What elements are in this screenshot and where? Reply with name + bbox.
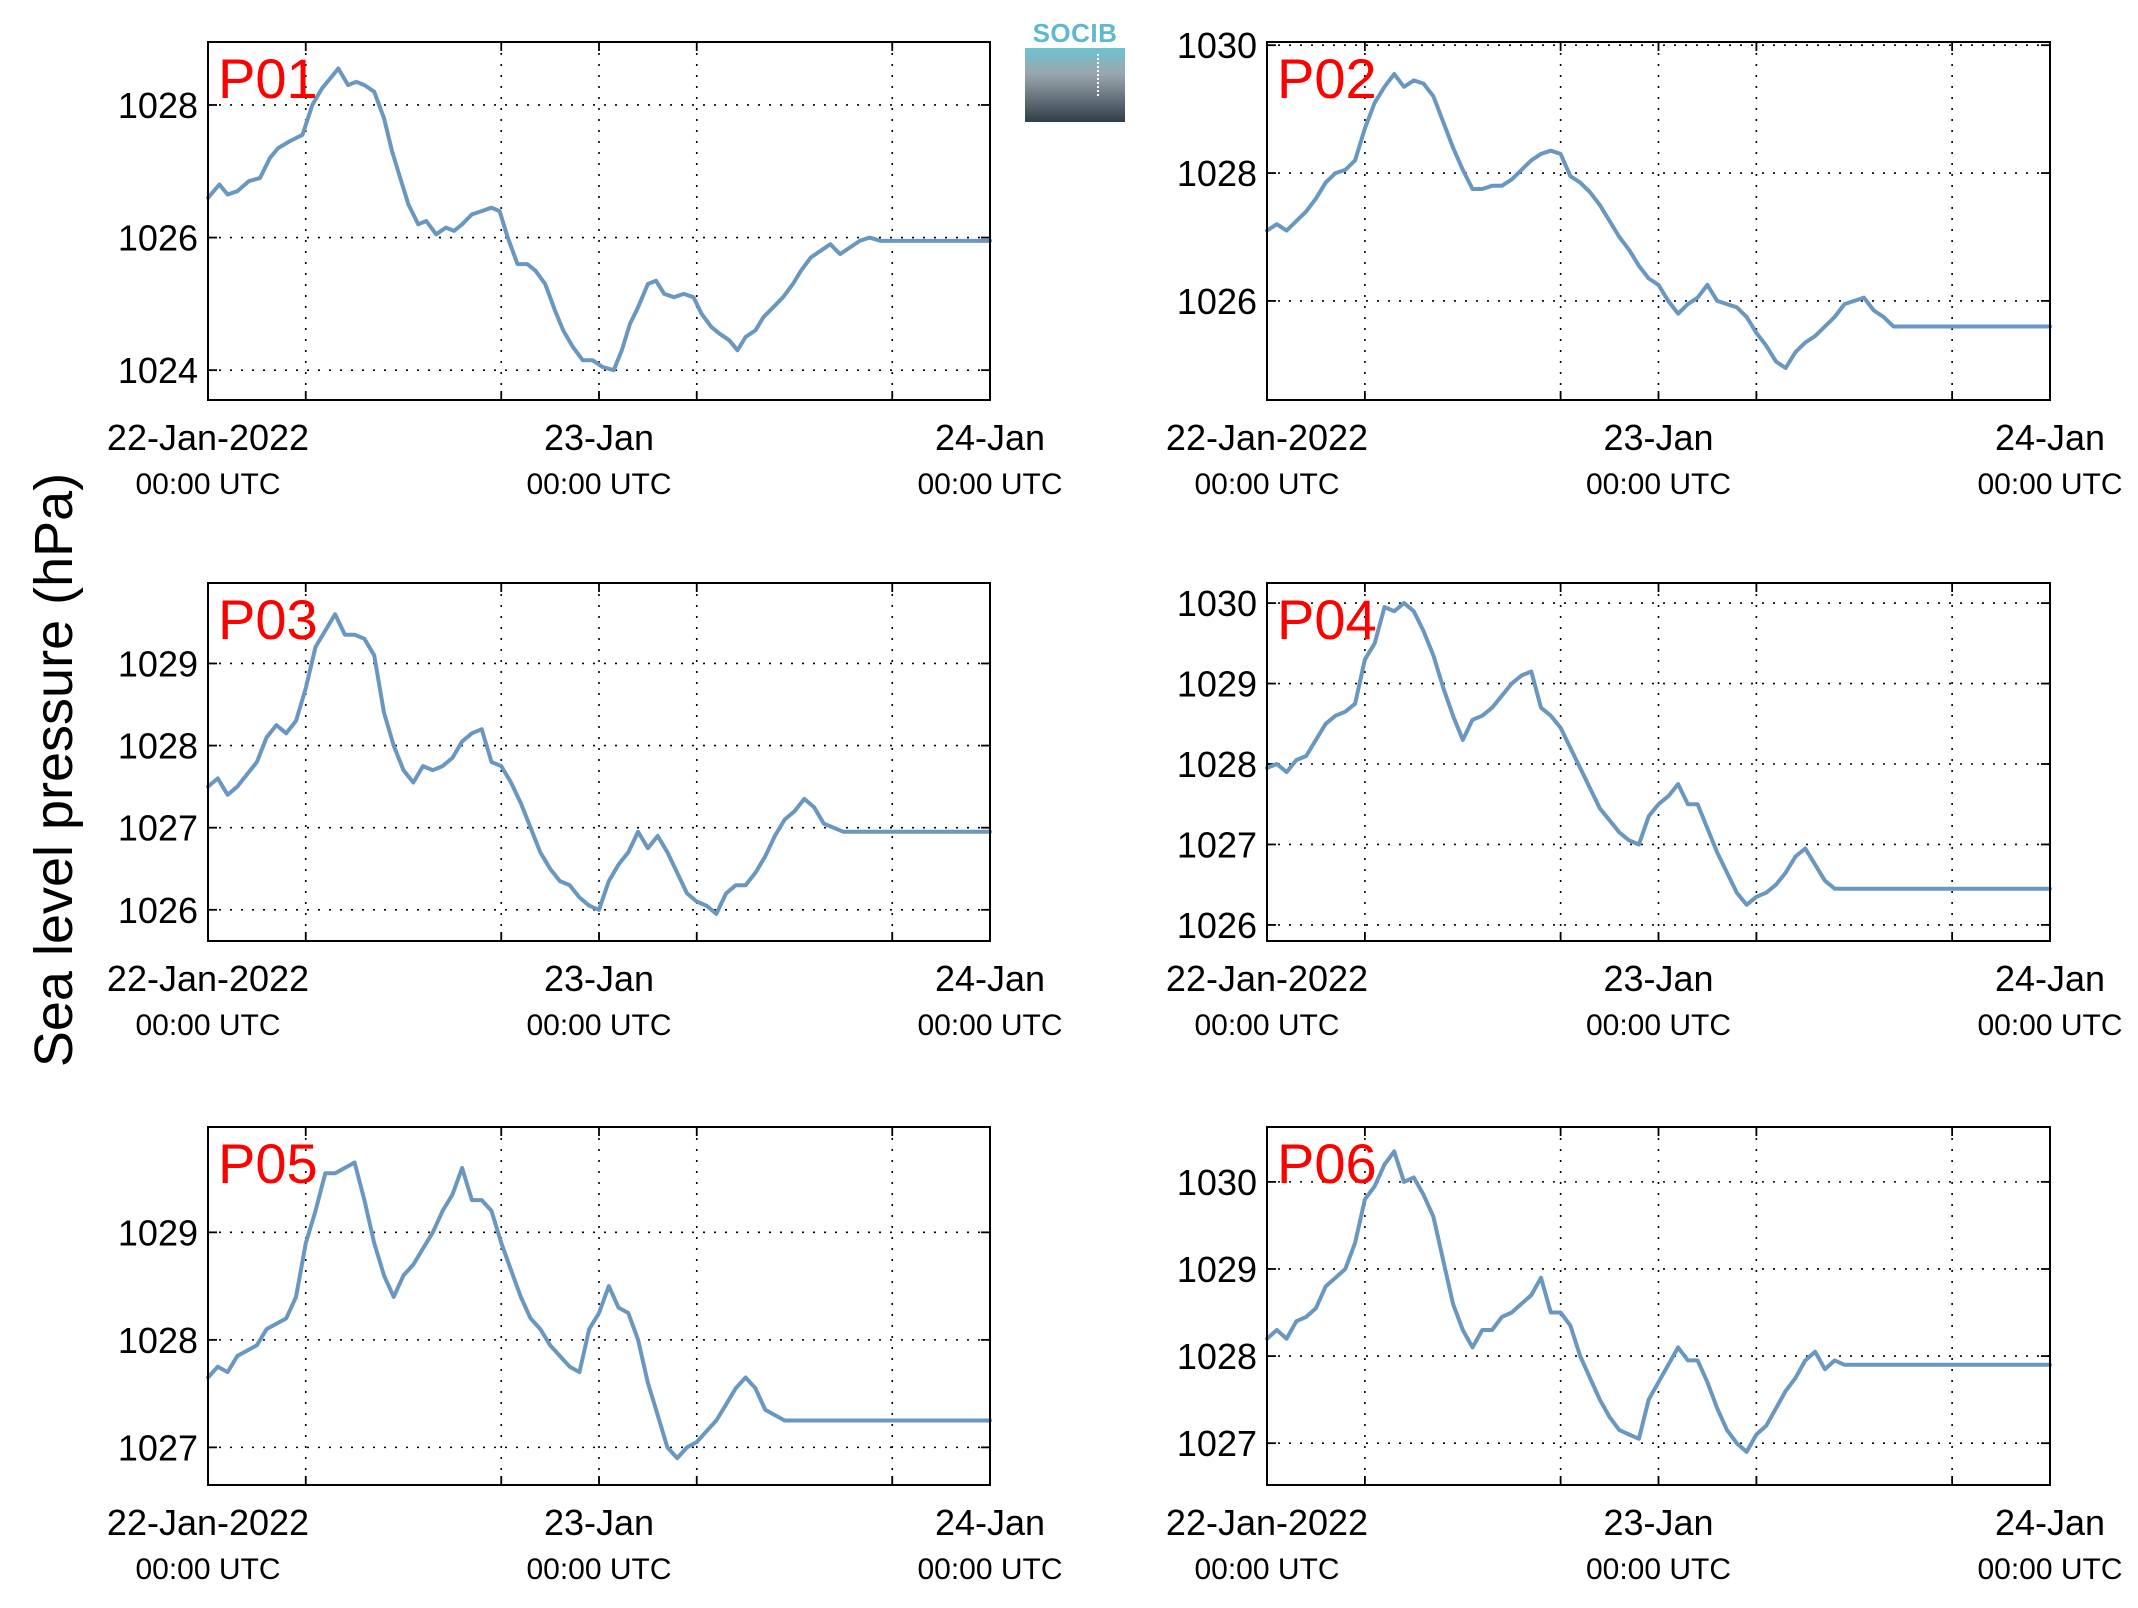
x-tick-sublabel: 00:00 UTC xyxy=(526,1009,671,1042)
y-tick-label: 1029 xyxy=(1177,664,1257,705)
series-line xyxy=(206,66,992,373)
panel-p02: 1026 1028 1030 22-Jan-2022 00:00 UTC 23-Jan 00… xyxy=(1166,25,2123,501)
y-tick-label: 1029 xyxy=(1177,1249,1257,1290)
panel-label: P01 xyxy=(218,47,318,110)
x-tick-label: 23-Jan xyxy=(544,958,654,999)
y-tick-label: 1024 xyxy=(118,350,198,391)
x-tick-sublabel: 00:00 UTC xyxy=(1977,1009,2122,1042)
x-tick-label: 24-Jan xyxy=(1995,1502,2105,1543)
x-tick-sublabel: 00:00 UTC xyxy=(1194,468,1339,501)
panel-p04: 1026 1027 1028 1029 1030 22-Jan-2022 00:00 UTC… xyxy=(1166,582,2123,1042)
logo-text: SOCIB xyxy=(1032,18,1118,48)
x-tick-sublabel: 00:00 UTC xyxy=(1586,1553,1731,1586)
y-tick-label: 1028 xyxy=(1177,153,1257,194)
plot-frame xyxy=(1266,1126,2051,1486)
y-tick-label: 1028 xyxy=(118,85,198,126)
panel-label: P05 xyxy=(218,1132,318,1195)
plot-frame xyxy=(1266,41,2051,401)
series-line xyxy=(1265,601,2052,907)
panel-p03: 1026 1027 1028 1029 22-Jan-2022 00:00 UTC 23-J… xyxy=(107,582,1063,1042)
y-tick-label: 1030 xyxy=(1177,1162,1257,1203)
y-tick-label: 1030 xyxy=(1177,25,1257,66)
x-tick-sublabel: 00:00 UTC xyxy=(1194,1553,1339,1586)
y-tick-label: 1028 xyxy=(1177,1336,1257,1377)
x-tick-label: 23-Jan xyxy=(1603,958,1713,999)
panel-label: P03 xyxy=(218,588,318,651)
logo-dots xyxy=(1097,54,1099,96)
x-tick-label: 23-Jan xyxy=(544,1502,654,1543)
x-tick-label: 24-Jan xyxy=(935,417,1045,458)
x-tick-label: 23-Jan xyxy=(544,417,654,458)
y-tick-label: 1029 xyxy=(118,643,198,684)
y-tick-label: 1026 xyxy=(118,218,198,259)
series-line xyxy=(1265,72,2052,370)
series-line xyxy=(206,612,992,916)
x-tick-sublabel: 00:00 UTC xyxy=(526,468,671,501)
x-tick-label: 24-Jan xyxy=(1995,958,2105,999)
plot-frame xyxy=(207,582,991,942)
x-tick-sublabel: 00:00 UTC xyxy=(917,1553,1062,1586)
x-tick-sublabel: 00:00 UTC xyxy=(1977,468,2122,501)
x-tick-sublabel: 00:00 UTC xyxy=(526,1553,671,1586)
y-tick-label: 1026 xyxy=(1177,905,1257,946)
x-tick-sublabel: 00:00 UTC xyxy=(1194,1009,1339,1042)
x-tick-sublabel: 00:00 UTC xyxy=(1586,468,1731,501)
y-tick-label: 1026 xyxy=(118,890,198,931)
y-axis-label: Sea level pressure (hPa) xyxy=(24,473,84,1067)
plot-frame xyxy=(207,41,991,401)
series-line xyxy=(206,1160,992,1461)
x-tick-label: 22-Jan-2022 xyxy=(107,958,309,999)
logo-image xyxy=(1025,48,1125,122)
x-tick-label: 24-Jan xyxy=(935,1502,1045,1543)
y-tick-label: 1027 xyxy=(118,808,198,849)
x-tick-sublabel: 00:00 UTC xyxy=(1586,1009,1731,1042)
x-tick-label: 22-Jan-2022 xyxy=(107,417,309,458)
x-tick-label: 22-Jan-2022 xyxy=(1166,958,1368,999)
y-tick-label: 1027 xyxy=(1177,824,1257,865)
panel-p06: 1027 1028 1029 1030 22-Jan-2022 00:00 UTC 23-J… xyxy=(1166,1126,2123,1586)
y-tick-label: 1028 xyxy=(118,726,198,767)
series-line xyxy=(1265,1149,2052,1454)
y-tick-label: 1026 xyxy=(1177,281,1257,322)
panel-label: P06 xyxy=(1277,1132,1377,1195)
x-tick-label: 22-Jan-2022 xyxy=(1166,417,1368,458)
y-tick-label: 1030 xyxy=(1177,583,1257,624)
x-tick-sublabel: 00:00 UTC xyxy=(135,1553,280,1586)
x-tick-sublabel: 00:00 UTC xyxy=(135,1009,280,1042)
x-tick-label: 24-Jan xyxy=(935,958,1045,999)
y-tick-label: 1027 xyxy=(118,1427,198,1468)
panels: 1024 1026 1028 22-Jan-2022 00:00 UTC 23-Jan 00… xyxy=(107,25,2123,1586)
x-tick-sublabel: 00:00 UTC xyxy=(135,468,280,501)
panel-label: P02 xyxy=(1277,47,1377,110)
x-tick-label: 22-Jan-2022 xyxy=(107,1502,309,1543)
panel-p01: 1024 1026 1028 22-Jan-2022 00:00 UTC 23-Jan 00… xyxy=(107,41,1063,501)
x-tick-sublabel: 00:00 UTC xyxy=(917,1009,1062,1042)
y-tick-label: 1029 xyxy=(118,1212,198,1253)
x-tick-label: 23-Jan xyxy=(1603,417,1713,458)
y-tick-label: 1028 xyxy=(1177,744,1257,785)
plot-frame xyxy=(1266,582,2051,942)
x-tick-sublabel: 00:00 UTC xyxy=(917,468,1062,501)
plot-frame xyxy=(207,1126,991,1486)
socib-logo: SOCIB xyxy=(1025,18,1125,122)
x-tick-label: 22-Jan-2022 xyxy=(1166,1502,1368,1543)
y-tick-label: 1027 xyxy=(1177,1423,1257,1464)
x-tick-label: 23-Jan xyxy=(1603,1502,1713,1543)
x-tick-sublabel: 00:00 UTC xyxy=(1977,1553,2122,1586)
y-tick-label: 1028 xyxy=(118,1320,198,1361)
x-tick-label: 24-Jan xyxy=(1995,417,2105,458)
panel-label: P04 xyxy=(1277,588,1377,651)
panel-p05: 1027 1028 1029 22-Jan-2022 00:00 UTC 23-Jan 00… xyxy=(107,1126,1063,1586)
